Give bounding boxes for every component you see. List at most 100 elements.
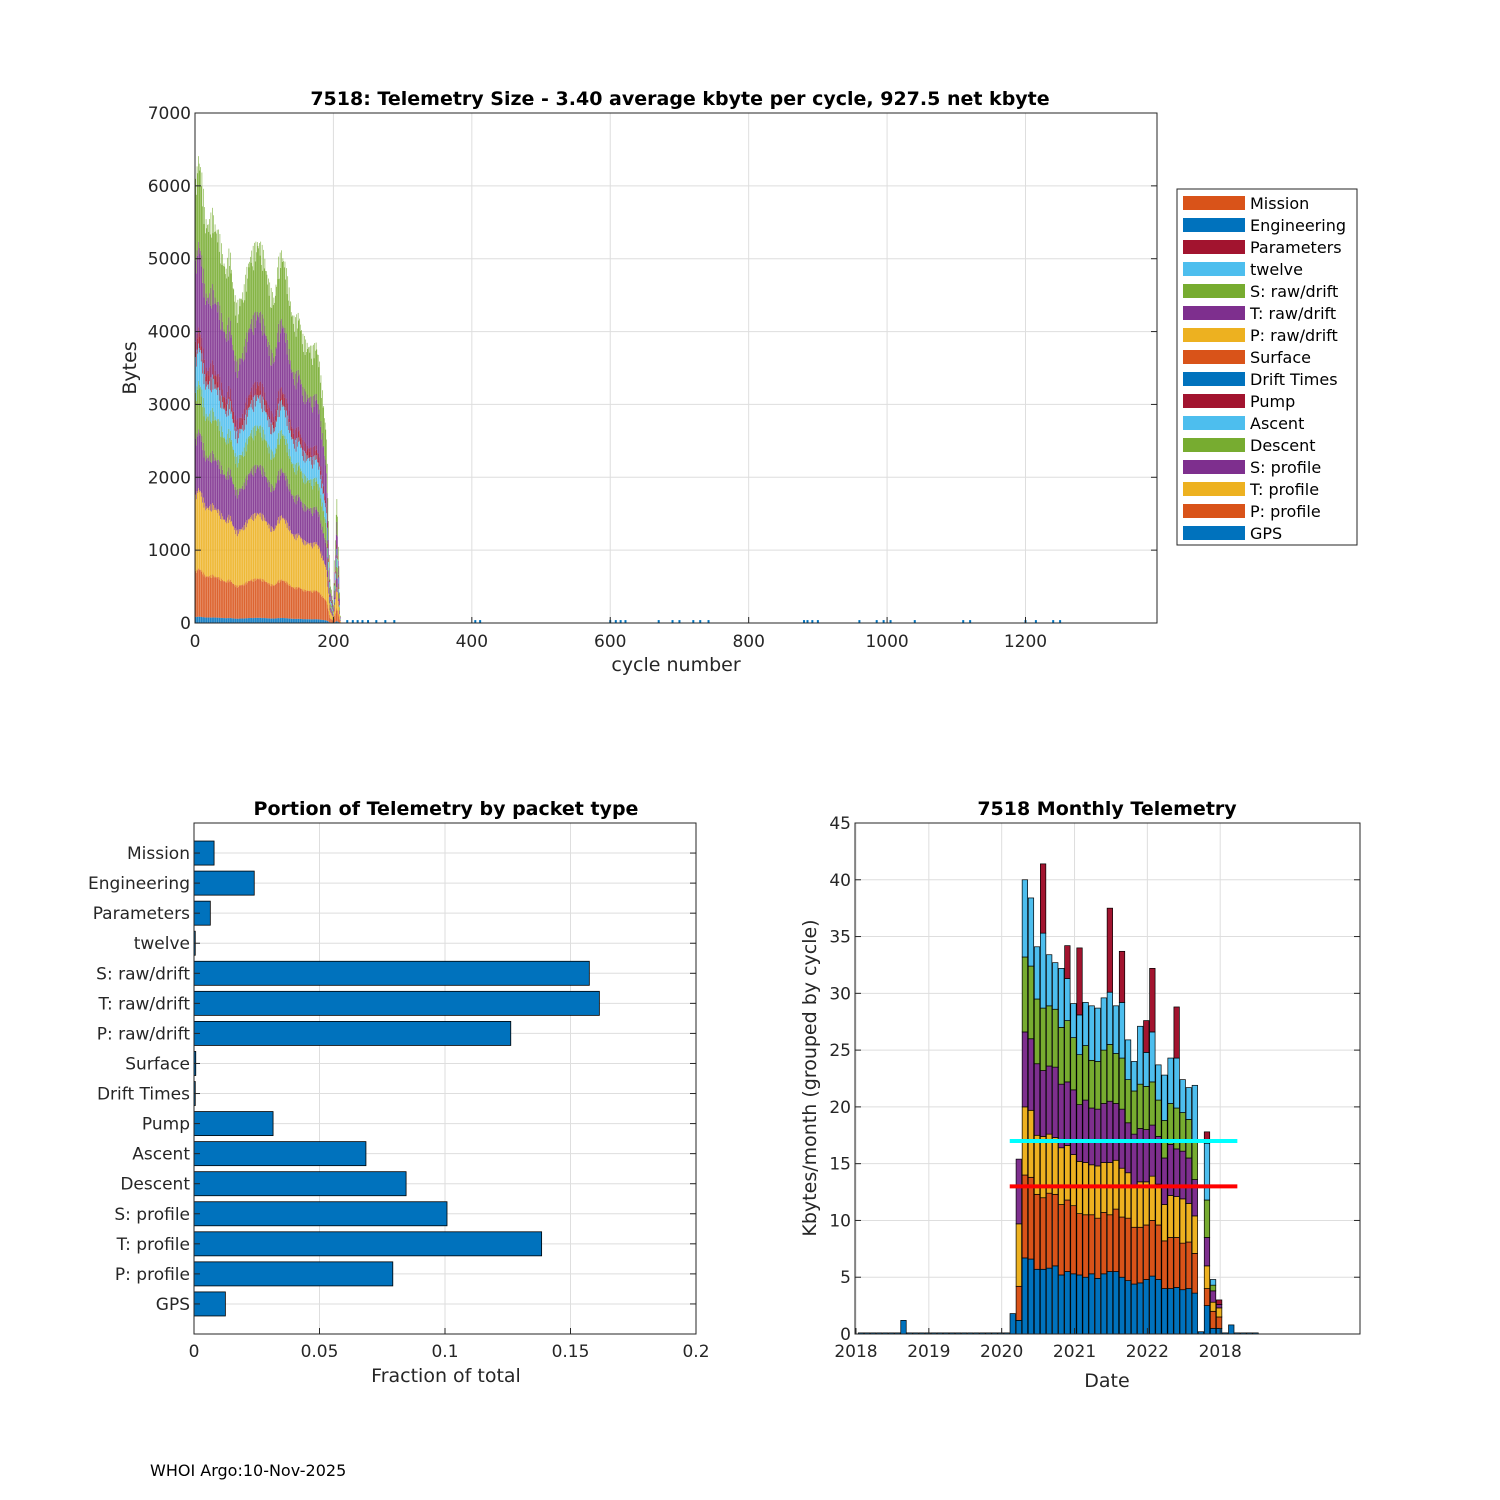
- telemetry-bar-segment: [247, 444, 248, 481]
- telemetry-bar-segment: [273, 618, 275, 623]
- telemetry-bar-segment: [314, 343, 316, 395]
- telemetry-bar-segment: [265, 618, 266, 623]
- telemetry-bar-segment: [232, 583, 234, 619]
- telemetry-bar-segment: [205, 233, 206, 305]
- telemetry-bar-segment: [254, 406, 256, 436]
- telemetry-bar-segment: [203, 617, 205, 623]
- telemetry-bar-segment: [223, 329, 225, 396]
- telemetry-bar-segment: [309, 510, 311, 545]
- telemetry-bar-segment: [222, 431, 223, 470]
- telemetry-bar-segment: [245, 352, 247, 414]
- portion-bar: [193, 1111, 274, 1137]
- telemetry-bar-segment: [277, 397, 278, 411]
- monthly-bar-segment: [1076, 1274, 1083, 1335]
- telemetry-bar-segment: [339, 607, 340, 611]
- telemetry-bar-segment: [209, 577, 211, 618]
- telemetry-bar-segment: [333, 618, 335, 623]
- telemetry-bar-segment: [217, 578, 219, 618]
- telemetry-sparse-bar: [811, 620, 814, 623]
- telemetry-bar-segment: [201, 337, 203, 354]
- telemetry-bar-segment: [318, 469, 320, 491]
- telemetry-bar-segment: [256, 512, 258, 579]
- telemetry-bar-segment: [290, 533, 292, 587]
- telemetry-bar-segment: [340, 620, 341, 623]
- telemetry-bar-segment: [277, 405, 279, 418]
- telemetry-bar-segment: [204, 574, 205, 618]
- telemetry-bar-segment: [256, 388, 257, 402]
- telemetry-bar-segment: [249, 328, 250, 395]
- telemetry-bar-segment: [237, 418, 239, 430]
- telemetry-bar-segment: [234, 430, 235, 457]
- telemetry-bar-segment: [281, 515, 282, 580]
- telemetry-bar-segment: [329, 617, 331, 623]
- telemetry-bar-segment: [202, 617, 203, 623]
- telemetry-bar-segment: [258, 617, 259, 623]
- monthly-bar-segment: [1203, 1142, 1211, 1201]
- monthly-bar-segment: [1088, 1214, 1095, 1275]
- monthly-bar-segment: [1179, 1112, 1186, 1152]
- legend-label: S: profile: [1250, 458, 1321, 477]
- telemetry-bar-segment: [263, 249, 264, 319]
- telemetry-bar-segment: [207, 576, 208, 618]
- y-tick-label: 45: [829, 814, 851, 834]
- telemetry-bar-segment: [256, 425, 258, 465]
- telemetry-bar-segment: [237, 618, 239, 623]
- telemetry-bar-segment: [259, 426, 260, 466]
- telemetry-bar-segment: [269, 446, 271, 482]
- telemetry-bar-segment: [336, 548, 338, 559]
- telemetry-bar-segment: [200, 334, 201, 351]
- monthly-bar-segment: [1137, 1226, 1144, 1284]
- telemetry-bar-segment: [232, 407, 233, 419]
- telemetry-bar-segment: [301, 471, 302, 502]
- telemetry-bar-segment: [250, 433, 251, 472]
- telemetry-bar-segment: [232, 618, 234, 623]
- telemetry-bar-segment: [293, 618, 295, 623]
- telemetry-bar-segment: [196, 569, 198, 617]
- telemetry-bar-segment: [315, 477, 317, 507]
- monthly-bar-segment: [1149, 1031, 1156, 1083]
- telemetry-bar-segment: [257, 514, 259, 579]
- telemetry-bar-segment: [290, 430, 291, 457]
- telemetry-bar-segment: [262, 618, 264, 623]
- monthly-bar-segment: [1021, 1031, 1028, 1108]
- telemetry-bar-segment: [292, 534, 293, 588]
- telemetry-bar-segment: [198, 241, 199, 328]
- telemetry-bar-segment: [217, 312, 219, 383]
- telemetry-bar-segment: [199, 253, 201, 337]
- telemetry-bar-segment: [197, 616, 199, 623]
- telemetry-bar-segment: [260, 425, 262, 465]
- telemetry-bar-segment: [314, 394, 316, 446]
- telemetry-bar-segment: [240, 358, 241, 418]
- telemetry-bar-segment: [209, 293, 210, 368]
- telemetry-bar-segment: [218, 617, 219, 623]
- telemetry-bar-segment: [312, 548, 313, 593]
- telemetry-bar-segment: [248, 520, 250, 582]
- telemetry-bar-segment: [288, 449, 290, 484]
- telemetry-bar-segment: [331, 605, 332, 610]
- telemetry-bar-segment: [259, 432, 261, 471]
- x-tick-label: 0.2: [682, 1342, 709, 1362]
- monthly-bar-segment: [1179, 1150, 1186, 1200]
- telemetry-bar-segment: [261, 314, 263, 384]
- telemetry-bar-segment: [339, 604, 340, 608]
- telemetry-bar-segment: [247, 416, 248, 445]
- telemetry-bar-segment: [211, 379, 212, 393]
- telemetry-bar-segment: [199, 336, 201, 353]
- telemetry-bar-segment: [252, 578, 254, 618]
- telemetry-bar-segment: [229, 474, 230, 520]
- telemetry-bar-segment: [217, 617, 219, 623]
- telemetry-bar-segment: [224, 475, 226, 521]
- telemetry-bar-segment: [203, 397, 204, 443]
- telemetry-bar-segment: [337, 614, 339, 622]
- telemetry-bar-segment: [261, 474, 262, 520]
- telemetry-bar-segment: [268, 416, 269, 445]
- telemetry-axes-box: [194, 112, 1158, 624]
- telemetry-bar-segment: [316, 591, 318, 620]
- telemetry-bar-segment: [307, 449, 309, 459]
- telemetry-bar-segment: [202, 282, 203, 360]
- monthly-bar-segment: [1027, 1109, 1035, 1178]
- telemetry-bar-segment: [256, 578, 258, 618]
- monthly-bar-segment: [1076, 1054, 1083, 1105]
- monthly-bar-segment: [1167, 1057, 1174, 1104]
